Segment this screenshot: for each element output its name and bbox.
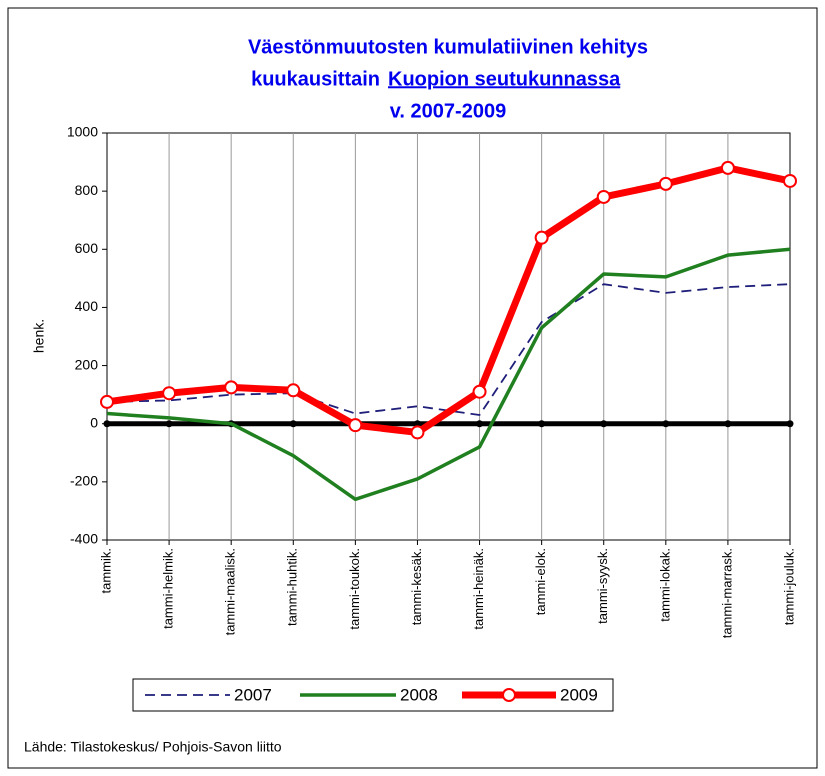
y-tick-label: -400 <box>70 531 98 547</box>
legend-label: 2007 <box>234 685 272 704</box>
y-tick-label: -200 <box>70 473 98 489</box>
title-line: kuukausittain <box>251 68 380 90</box>
point <box>472 384 487 399</box>
y-tick-label: 800 <box>75 182 99 198</box>
point <box>100 394 114 409</box>
x-tick-label: tammi-kesäk. <box>409 548 424 625</box>
point <box>162 386 177 401</box>
point <box>348 418 363 433</box>
x-tick-label: tammi-elok. <box>533 548 548 615</box>
zero-dot <box>289 420 297 428</box>
point <box>410 425 425 440</box>
zero-dot <box>662 420 670 428</box>
point <box>286 383 301 398</box>
zero-dot <box>600 420 608 428</box>
series-line <box>106 164 791 436</box>
legend-marker <box>502 688 516 702</box>
y-tick-label: 400 <box>75 298 99 314</box>
y-tick-label: 600 <box>75 240 99 256</box>
title-line: v. 2007-2009 <box>390 100 506 122</box>
source: Lähde: Tilastokeskus/ Pohjois-Savon liit… <box>24 739 282 755</box>
series-line <box>106 247 791 502</box>
point <box>596 189 611 204</box>
x-tick-label: tammi-heinäk. <box>471 548 486 630</box>
x-tick-label: tammi-jouluk. <box>781 548 796 625</box>
title-line: Kuopion seutukunnassa <box>388 68 621 90</box>
zero-dot <box>165 420 173 428</box>
x-tick-label: tammi-maalisk. <box>223 548 238 635</box>
x-tick-label: tammik. <box>98 548 113 594</box>
point <box>224 380 239 395</box>
title-line: Väestönmuutosten kumulatiivinen kehitys <box>248 36 648 58</box>
x-tick-label: tammi-syysk. <box>595 548 610 624</box>
y-tick-label: 0 <box>90 414 98 430</box>
zero-dot <box>476 420 484 428</box>
point <box>720 160 735 175</box>
zero-dot <box>538 420 546 428</box>
x-tick-label: tammi-huhtik. <box>285 548 300 626</box>
point <box>534 230 549 245</box>
y-axis-label: henk. <box>31 319 47 353</box>
zero-dot <box>786 420 794 428</box>
zero-dot <box>724 420 732 428</box>
legend-label: 2008 <box>400 685 438 704</box>
zero-dot <box>103 420 111 428</box>
point <box>658 176 673 191</box>
x-tick-label: tammi-marrask. <box>719 548 734 638</box>
plot-area <box>106 132 791 541</box>
x-tick-label: tammi-lokak. <box>657 548 672 622</box>
point <box>783 173 797 188</box>
y-tick-label: 1000 <box>67 124 98 140</box>
zero-dot <box>413 420 421 428</box>
x-tick-label: tammi-toukok. <box>347 548 362 630</box>
x-tick-label: tammi-helmik. <box>161 548 176 629</box>
y-tick-label: 200 <box>75 356 99 372</box>
legend-label: 2009 <box>560 685 598 704</box>
